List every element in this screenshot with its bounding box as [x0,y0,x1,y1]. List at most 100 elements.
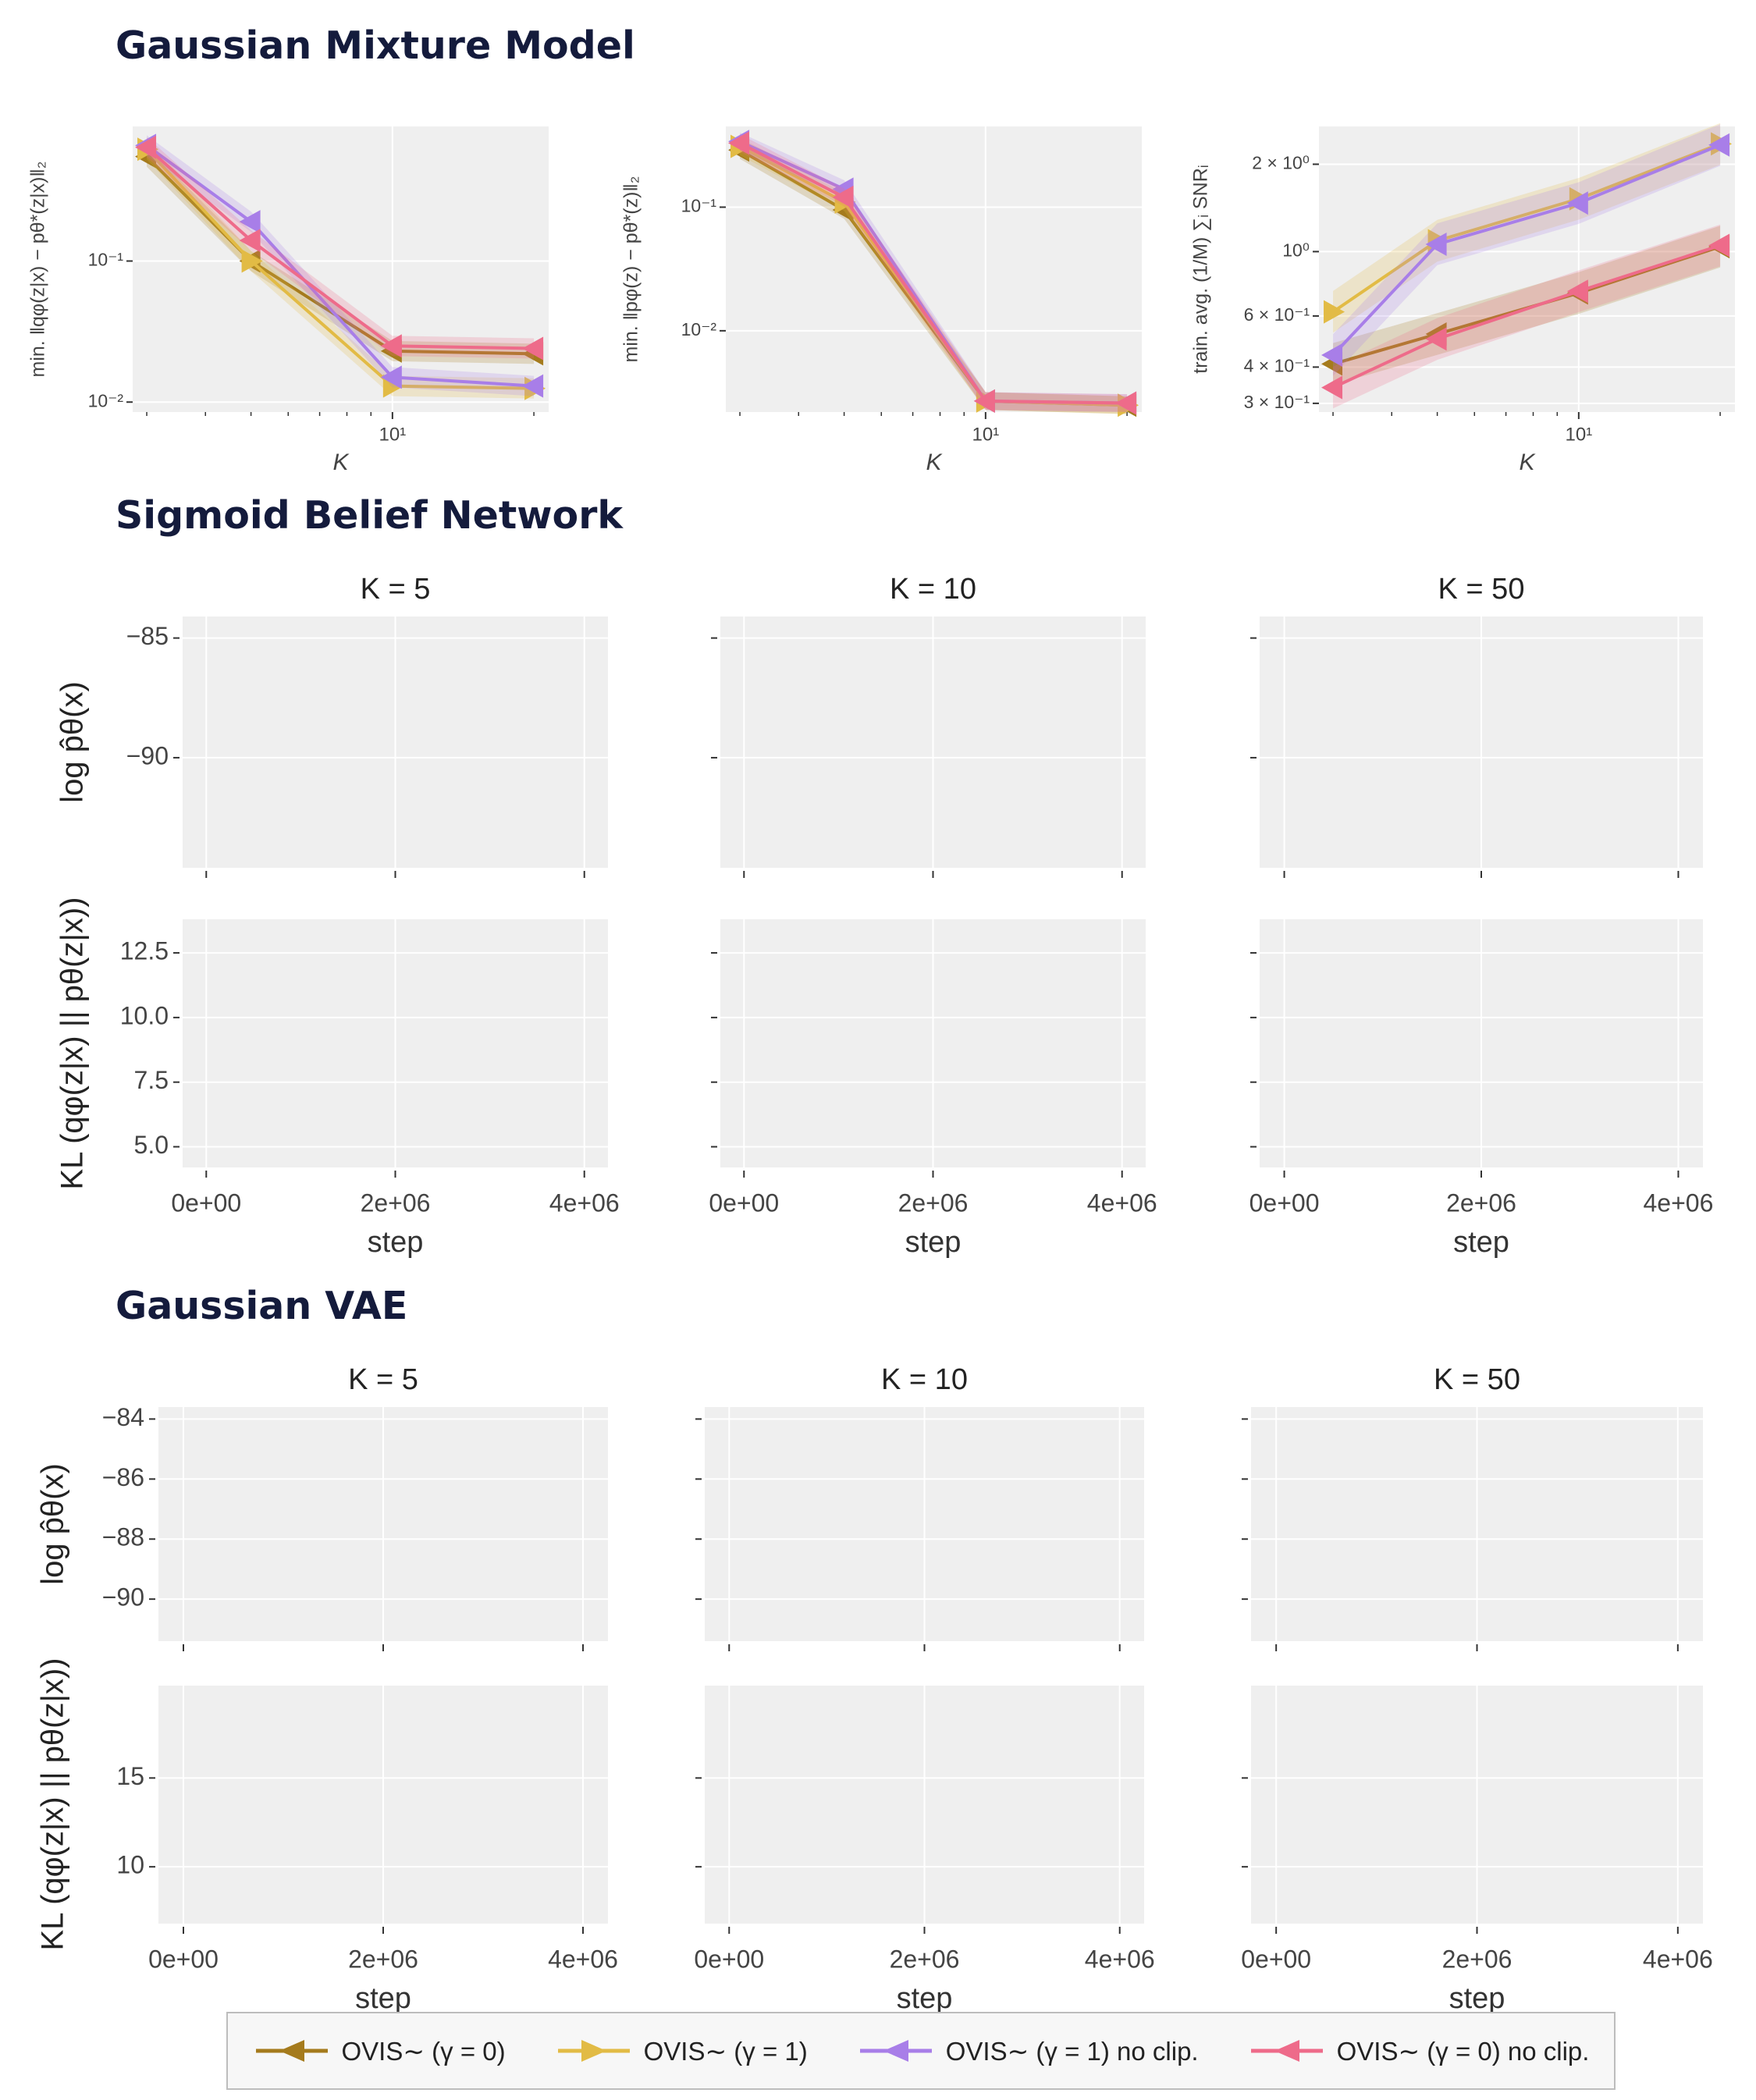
gmm-marker [832,185,854,209]
gmm-marker [239,210,261,234]
gmm-series-line [145,146,535,350]
curve-ytick-label: 7.5 [134,1066,169,1094]
curve-xtick-label: 0e+00 [148,1945,219,1973]
legend-item-ovis-g0-noclip: OVIS∼ (γ = 0) no clip. [1248,2036,1590,2066]
curve-title: K = 5 [361,573,431,606]
gmm-xtick-label: 10¹ [972,424,1000,445]
curve-xtick-label: 4e+06 [1087,1189,1157,1217]
gmm-ytick-label: 10⁻¹ [88,250,124,270]
gmm-ytick-label: 10⁰ [1282,240,1310,260]
legend-swatch-ovis-g1-noclip [859,2040,932,2062]
gmm-series-line [1331,142,1721,314]
curve-xtick-label: 0e+00 [709,1189,779,1217]
legend-item-ovis-g1-noclip: OVIS∼ (γ = 1) no clip. [857,2036,1199,2066]
legend-label-ovis-g1-noclip: OVIS∼ (γ = 1) no clip. [945,2036,1199,2066]
curve-ytick-label: 10.0 [120,1001,169,1029]
gmm-ytick-label: 10⁻² [681,319,717,339]
legend-item-ovis-g0: OVIS∼ (γ = 0) [253,2036,506,2066]
gmm-series-line [1332,243,1721,389]
gmm-xtick-label: 10¹ [379,424,407,445]
gmm-marker [239,229,261,253]
curve-xlabel: step [368,1226,424,1259]
gmm-series-band [1333,124,1721,376]
legend-item-ovis-g1: OVIS∼ (γ = 1) [555,2036,808,2066]
gmm-plot-bg-0 [133,126,549,412]
gmm-ylabel: train. avg. (1/M) ∑ᵢ SNRᵢ [1190,165,1212,373]
section-title-sbn: Sigmoid Belief Network [116,493,623,538]
gmm-marker [135,135,157,159]
curve-xtick-label: 0e+00 [694,1945,764,1973]
gmm-marker [1425,233,1447,257]
gmm-series-band [147,137,535,359]
legend: OVIS∼ (γ = 0) OVIS∼ (γ = 1) OVIS∼ (γ = 1… [226,2012,1616,2090]
gmm-ytick-label: 6 × 10⁻¹ [1244,304,1310,325]
gmm-plot-bg-2 [1319,126,1735,412]
legend-label-ovis-g0-noclip: OVIS∼ (γ = 0) no clip. [1336,2036,1590,2066]
curve-xtick-label: 2e+06 [1446,1189,1516,1217]
gmm-series-band [1333,224,1721,409]
gmm-marker [973,389,995,413]
gmm-marker [1425,327,1447,351]
curve-xtick-label: 0e+00 [171,1189,241,1217]
gmm-ytick-label: 2 × 10⁰ [1252,153,1310,173]
gmm-plot-bg-1 [726,126,1142,412]
curve-ytick-label: −90 [102,1583,144,1611]
curve-xtick-label: 2e+06 [890,1945,960,1973]
gmm-series-line [145,144,535,388]
curve-ytick-label: 15 [116,1762,144,1790]
gmm-series-band [147,139,535,399]
vae-ylabel-kl: KL (qφ(z|x) || pθ(z|x)) [36,1658,70,1951]
gmm-marker [1115,391,1137,415]
curve-ytick-label: −85 [126,622,169,650]
legend-swatch-ovis-g0-noclip [1250,2040,1323,2062]
curve-xtick-label: 2e+06 [1442,1945,1513,1973]
curve-title: K = 50 [1434,1363,1520,1396]
gmm-marker [1324,300,1345,324]
gmm-xlabel: K [926,449,943,475]
sbn-ylabel-kl: KL (qφ(z|x) || pθ(z|x)) [55,897,90,1190]
section-title-vae: Gaussian VAE [116,1284,408,1328]
gmm-marker [380,365,402,389]
curve-ytick-label: −86 [102,1463,144,1491]
gmm-marker [522,336,544,361]
sbn-ylabel-logp: log p̂θ(x) [55,681,90,803]
gmm-series-line [145,147,535,390]
section-title-gmm: Gaussian Mixture Model [116,23,635,68]
legend-label-ovis-g0: OVIS∼ (γ = 0) [341,2036,506,2066]
gmm-marker [522,374,544,398]
curve-xtick-label: 2e+06 [361,1189,431,1217]
curve-xlabel: step [1453,1226,1509,1259]
curve-title: K = 10 [890,573,976,606]
gmm-marker [728,131,750,155]
legend-label-ovis-g1: OVIS∼ (γ = 1) [643,2036,808,2066]
gmm-ylabel: min. ‖qφ(z|x) − pθ*(z|x)‖₂ [27,162,49,378]
curve-title: K = 5 [348,1363,418,1396]
legend-swatch-ovis-g0 [255,2040,328,2062]
curve-title: K = 10 [881,1363,968,1396]
gmm-series-band [1333,123,1721,333]
gmm-series-line [1331,143,1721,357]
legend-swatch-ovis-g1 [557,2040,630,2062]
curve-xtick-label: 4e+06 [548,1945,618,1973]
curve-ytick-label: −90 [126,741,169,769]
gmm-marker [1708,233,1730,258]
gmm-marker [1708,133,1730,157]
gmm-series-line [739,141,1128,405]
curve-ytick-label: 10 [116,1851,144,1879]
curve-xlabel: step [905,1226,962,1259]
gmm-xlabel: K [332,449,350,475]
gmm-ytick-label: 4 × 10⁻¹ [1244,355,1310,375]
curve-xtick-label: 4e+06 [1085,1945,1155,1973]
curve-xlabel: step [897,1982,953,2015]
curve-xtick-label: 4e+06 [549,1189,620,1217]
gmm-ytick-label: 10⁻¹ [681,196,717,216]
gmm-marker [1566,191,1588,215]
vae-ylabel-logp: log p̂θ(x) [36,1463,70,1585]
curve-ytick-label: 5.0 [134,1131,169,1159]
curve-xtick-label: 0e+00 [1241,1945,1311,1973]
gmm-ytick-label: 10⁻² [88,390,124,410]
gmm-ylabel: min. ‖pφ(z) − pθ*(z)‖₂ [620,176,642,363]
gmm-series-line [145,155,535,356]
curve-ytick-label: −88 [102,1523,144,1551]
